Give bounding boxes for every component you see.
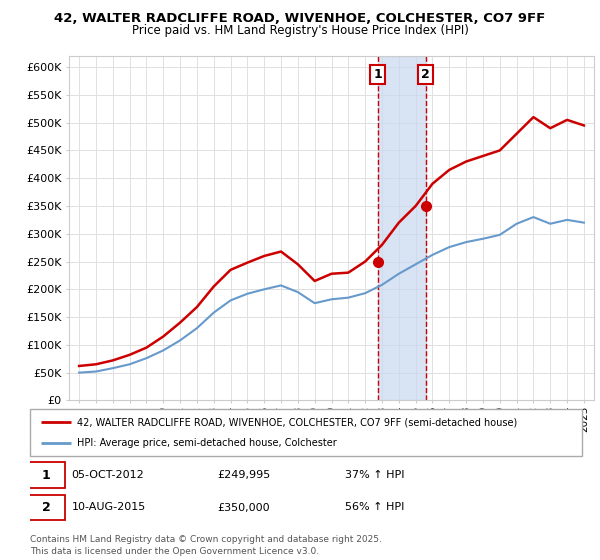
Text: £350,000: £350,000 xyxy=(218,502,271,512)
Text: 37% ↑ HPI: 37% ↑ HPI xyxy=(344,470,404,480)
Text: 10-AUG-2015: 10-AUG-2015 xyxy=(71,502,146,512)
Text: Price paid vs. HM Land Registry's House Price Index (HPI): Price paid vs. HM Land Registry's House … xyxy=(131,24,469,36)
Text: 2: 2 xyxy=(41,501,50,514)
FancyBboxPatch shape xyxy=(30,409,582,456)
Text: 1: 1 xyxy=(41,469,50,482)
Text: 42, WALTER RADCLIFFE ROAD, WIVENHOE, COLCHESTER, CO7 9FF: 42, WALTER RADCLIFFE ROAD, WIVENHOE, COL… xyxy=(55,12,545,25)
Text: HPI: Average price, semi-detached house, Colchester: HPI: Average price, semi-detached house,… xyxy=(77,438,337,448)
FancyBboxPatch shape xyxy=(27,463,65,488)
Text: 05-OCT-2012: 05-OCT-2012 xyxy=(71,470,144,480)
Text: 1: 1 xyxy=(373,68,382,81)
Text: 56% ↑ HPI: 56% ↑ HPI xyxy=(344,502,404,512)
Text: 2: 2 xyxy=(421,68,430,81)
Text: 42, WALTER RADCLIFFE ROAD, WIVENHOE, COLCHESTER, CO7 9FF (semi-detached house): 42, WALTER RADCLIFFE ROAD, WIVENHOE, COL… xyxy=(77,417,517,427)
Bar xyxy=(378,56,426,400)
Text: Contains HM Land Registry data © Crown copyright and database right 2025.
This d: Contains HM Land Registry data © Crown c… xyxy=(30,535,382,556)
Text: £249,995: £249,995 xyxy=(218,470,271,480)
FancyBboxPatch shape xyxy=(27,494,65,520)
